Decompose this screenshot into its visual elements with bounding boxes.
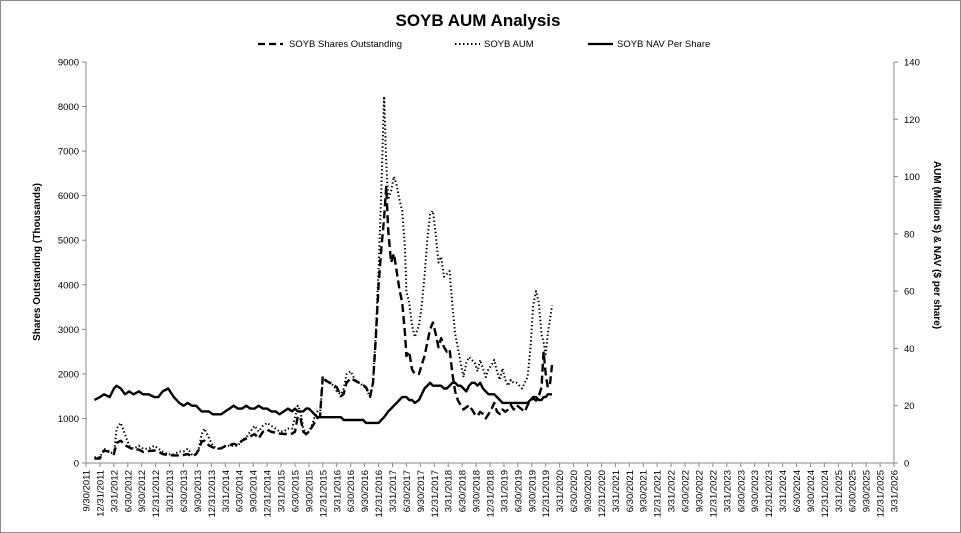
x-tick-label: 9/30/2014 — [249, 470, 260, 512]
x-tick-label: 6/30/2021 — [625, 470, 636, 512]
x-tick-label: 12/31/2020 — [597, 470, 608, 518]
x-tick-label: 9/30/2013 — [193, 470, 204, 512]
x-tick-label: 6/30/2019 — [513, 470, 524, 512]
x-tick-label: 9/30/2016 — [360, 470, 371, 512]
y-left-tick-label: 3000 — [58, 325, 79, 336]
y-right-tick-label: 120 — [904, 115, 920, 126]
x-tick-label: 6/30/2016 — [346, 470, 357, 512]
x-tick-label: 9/30/2017 — [416, 470, 427, 512]
x-tick-label: 12/31/2016 — [374, 470, 385, 518]
y-right-tick-label: 20 — [904, 401, 915, 412]
y-left-tick-label: 2000 — [58, 369, 79, 380]
x-tick-label: 3/31/2020 — [555, 470, 566, 512]
x-tick-label: 9/30/2011 — [82, 470, 93, 512]
x-tick-label: 9/30/2018 — [472, 470, 483, 512]
x-tick-label: 9/30/2019 — [527, 470, 538, 512]
x-tick-label: 9/30/2024 — [806, 470, 817, 512]
y-right-tick-label: 60 — [904, 287, 915, 298]
y-left-tick-label: 5000 — [58, 236, 79, 247]
y-right-tick-label: 40 — [904, 344, 915, 355]
x-tick-label: 12/31/2011 — [95, 470, 106, 517]
x-tick-label: 9/30/2012 — [137, 470, 148, 512]
x-tick-label: 6/30/2013 — [179, 470, 190, 512]
x-tick-label: 12/31/2017 — [430, 470, 441, 518]
x-tick-label: 9/30/2020 — [583, 470, 594, 512]
y-right-tick-label: 80 — [904, 229, 915, 240]
x-tick-label: 3/31/2023 — [722, 470, 733, 512]
x-tick-label: 3/31/2025 — [834, 470, 845, 512]
legend-label-nav: SOYB NAV Per Share — [617, 39, 710, 50]
y-left-tick-label: 1000 — [58, 414, 79, 425]
x-tick-label: 3/31/2013 — [165, 470, 176, 512]
x-tick-label: 6/30/2018 — [458, 470, 469, 512]
x-tick-label: 12/31/2015 — [318, 470, 329, 518]
x-tick-label: 3/31/2019 — [499, 470, 510, 512]
x-tick-label: 9/30/2022 — [694, 470, 705, 512]
x-tick-label: 6/30/2017 — [402, 470, 413, 512]
x-tick-label: 12/31/2018 — [486, 470, 497, 518]
legend-label-aum: SOYB AUM — [484, 39, 534, 50]
x-tick-label: 9/30/2015 — [304, 470, 315, 512]
legend-label-shares: SOYB Shares Outstanding — [289, 39, 402, 50]
y-left-tick-label: 7000 — [58, 147, 79, 158]
x-tick-label: 6/30/2023 — [736, 470, 747, 512]
x-tick-label: 3/31/2024 — [778, 470, 789, 512]
x-tick-label: 12/31/2012 — [151, 470, 162, 518]
y-right-tick-label: 0 — [904, 459, 909, 470]
x-tick-label: 6/30/2015 — [290, 470, 301, 512]
chart-title: SOYB AUM Analysis — [395, 11, 560, 30]
x-tick-label: 3/31/2022 — [667, 470, 678, 512]
x-tick-label: 12/31/2019 — [541, 470, 552, 518]
y-left-tick-label: 9000 — [58, 58, 79, 69]
y-right-tick-label: 140 — [904, 58, 920, 69]
x-tick-label: 9/30/2021 — [639, 470, 650, 512]
x-tick-label: 9/30/2025 — [862, 470, 873, 512]
series-line-aum — [94, 95, 553, 459]
x-tick-label: 6/30/2022 — [681, 470, 692, 512]
x-tick-label: 6/30/2024 — [792, 470, 803, 512]
series-line-nav-per-share — [93, 381, 552, 425]
x-tick-label: 3/31/2017 — [388, 470, 399, 512]
y-left-tick-label: 8000 — [58, 102, 79, 113]
y-left-tick-label: 4000 — [58, 280, 79, 291]
x-tick-label: 12/31/2023 — [764, 470, 775, 518]
x-tick-label: 3/31/2021 — [611, 470, 622, 512]
legend: SOYB Shares Outstanding SOYB AUM SOYB NA… — [258, 39, 710, 50]
y-right-tick-label: 100 — [904, 172, 920, 183]
x-tick-label: 6/30/2014 — [235, 470, 246, 512]
x-tick-label: 12/31/2022 — [708, 470, 719, 518]
x-tick-label: 3/31/2026 — [890, 470, 901, 512]
x-tick-label: 9/30/2023 — [750, 470, 761, 512]
x-tick-label: 3/31/2012 — [109, 470, 120, 512]
y-axis-left-label: Shares Outstanding (Thousands) — [32, 183, 43, 341]
x-tick-label: 3/31/2014 — [221, 470, 232, 512]
x-tick-label: 6/30/2020 — [569, 470, 580, 512]
y-left-tick-label: 6000 — [58, 191, 79, 202]
x-tick-label: 12/31/2024 — [820, 470, 831, 518]
x-tick-label: 3/31/2015 — [277, 470, 288, 512]
x-tick-label: 6/30/2012 — [123, 470, 134, 512]
y-axis-right-label: AUM (Million $) & NAV ($ per share) — [931, 161, 942, 329]
plot-area: 0 1000 2000 3000 4000 5000 6000 7000 8000 9000 0 20… — [58, 58, 920, 518]
y-left-tick-label: 0 — [74, 459, 79, 470]
x-tick-label: 12/31/2025 — [876, 470, 887, 518]
x-tick-label: 6/30/2025 — [848, 470, 859, 512]
x-tick-label: 12/31/2013 — [207, 470, 218, 518]
x-tick-label: 3/31/2018 — [444, 470, 455, 512]
x-tick-label: 12/31/2014 — [263, 470, 274, 518]
x-tick-label: 3/31/2016 — [332, 470, 343, 512]
x-tick-label: 12/31/2021 — [653, 470, 664, 518]
